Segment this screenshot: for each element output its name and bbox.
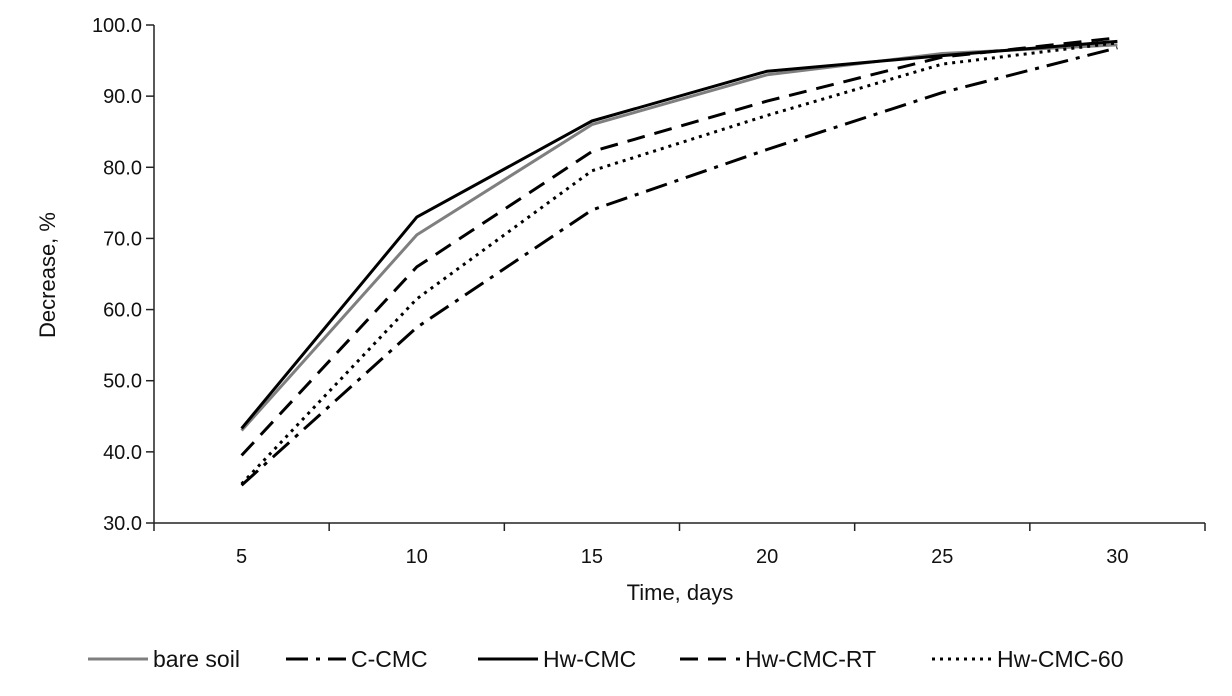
y-tick-label: 70.0	[103, 228, 142, 250]
legend-label-hw-cmc-60: Hw-CMC-60	[997, 646, 1124, 672]
plot-area: 30.0 40.0 50.0 60.0 70.0 80.0 90.0 100.0 5 10 15 2…	[92, 15, 1206, 568]
series-line-bare-soil	[240, 43, 1118, 432]
x-tick-label: 25	[931, 546, 953, 568]
x-tick-label: 20	[756, 546, 778, 568]
y-axis-title: Decrease, %	[35, 212, 60, 338]
x-tick-label: 15	[581, 546, 603, 568]
x-tick-label: 5	[236, 546, 247, 568]
y-tick-label: 50.0	[103, 371, 142, 393]
series-line-hw-cmc-60	[240, 41, 1118, 485]
y-tick-label: 40.0	[103, 442, 142, 464]
y-tick-label: 30.0	[103, 513, 142, 535]
x-axis-title: Time, days	[627, 580, 734, 605]
legend: bare soil C-CMC Hw-CMC Hw-CMC-RT Hw-CMC-60	[88, 646, 1124, 672]
y-tick-label: 80.0	[103, 157, 142, 179]
legend-label-hw-cmc: Hw-CMC	[543, 646, 636, 672]
series-line-c-cmc	[240, 46, 1118, 487]
x-tick-label: 30	[1106, 546, 1128, 568]
series-line-hw-cmc	[240, 39, 1118, 430]
legend-label-bare-soil: bare soil	[153, 646, 240, 672]
y-tick-label: 60.0	[103, 300, 142, 322]
x-tick-label: 10	[406, 546, 428, 568]
legend-label-c-cmc: C-CMC	[351, 646, 428, 672]
y-tick-label: 100.0	[92, 15, 142, 37]
y-tick-label: 90.0	[103, 86, 142, 108]
legend-label-hw-cmc-rt: Hw-CMC-RT	[745, 646, 876, 672]
